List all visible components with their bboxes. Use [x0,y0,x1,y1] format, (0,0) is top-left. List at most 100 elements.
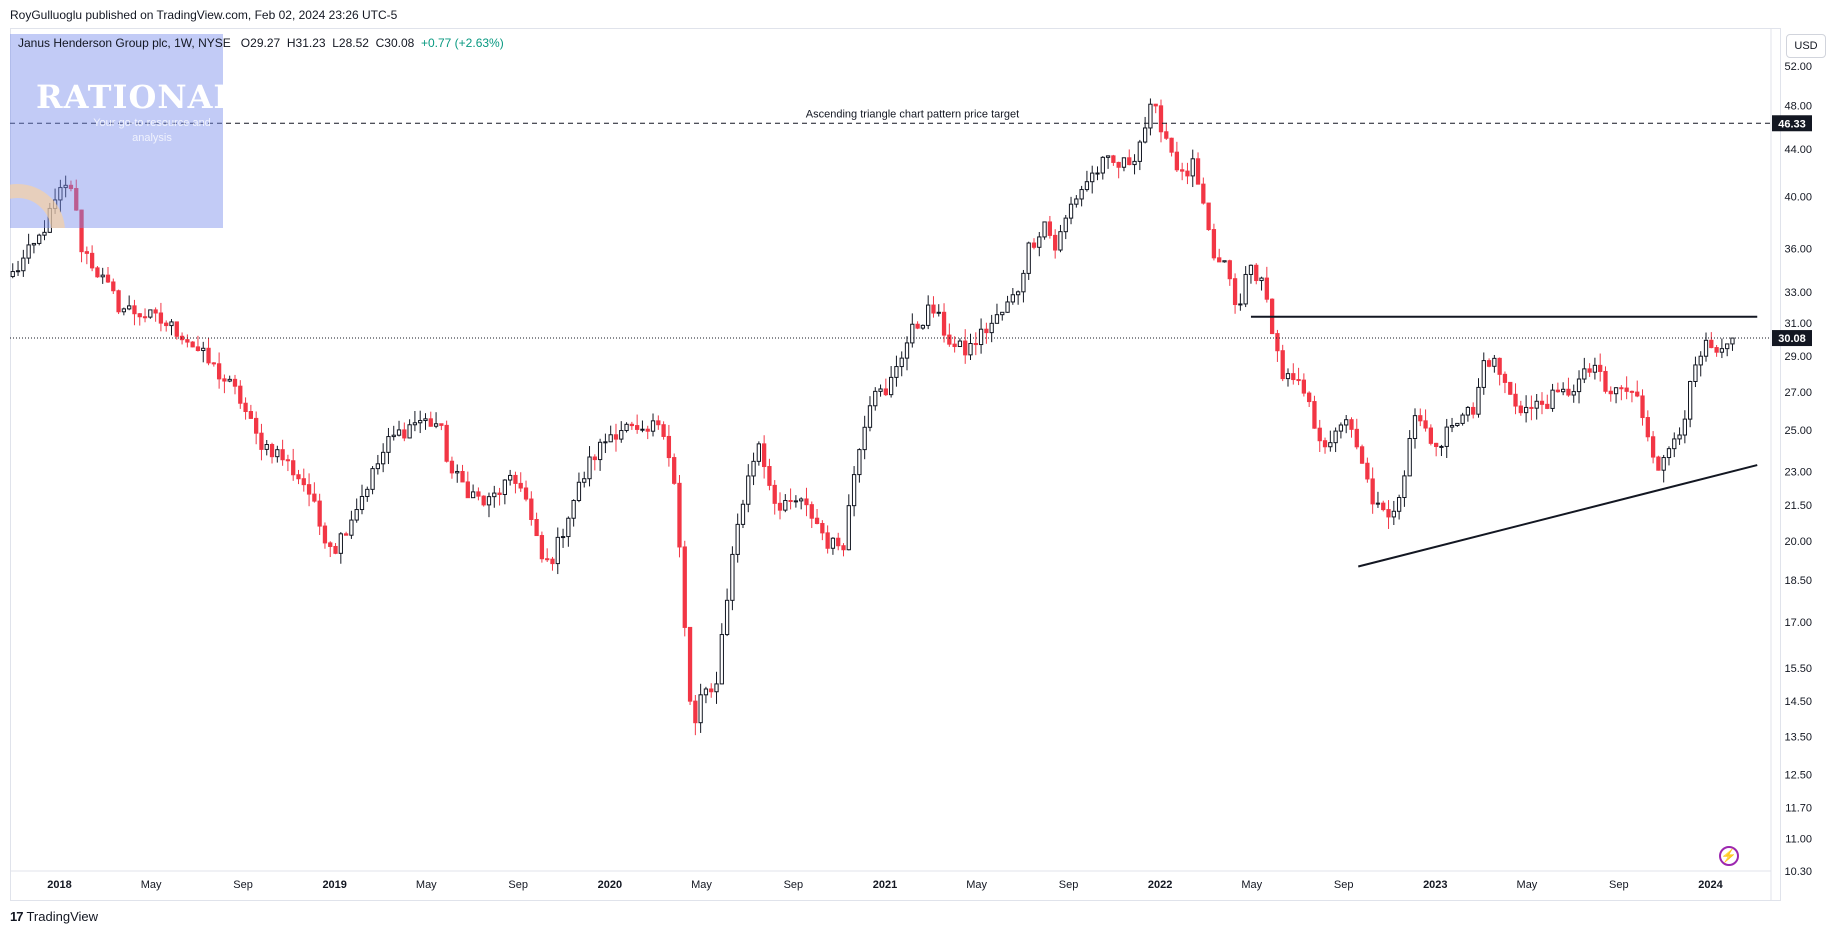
candle-up [846,505,851,551]
candle-down [74,188,79,211]
candle-up [894,366,899,378]
candle-down [656,420,661,426]
candle-down [767,466,772,486]
y-tick-label: 15.50 [1784,663,1812,675]
candle-up [418,420,423,424]
candle-down [222,378,227,382]
y-tick-label: 10.30 [1784,866,1812,878]
candle-down [1502,373,1508,383]
candle-up [698,694,703,724]
candle-down [1317,427,1322,442]
candle-down [1291,373,1296,381]
candle-up [1523,406,1529,414]
candle-up [1693,364,1698,382]
x-tick-label: Sep [1609,879,1629,891]
candle-up [751,460,756,477]
tradingview-footer[interactable]: 17 TradingView [10,909,98,924]
candle-up [878,388,883,392]
currency-button[interactable]: USD [1786,34,1826,58]
candle-down [1174,151,1180,171]
candle-up [1338,424,1344,432]
candle-down [248,411,254,419]
candle-down [592,456,597,461]
candle-down [682,546,687,628]
candle-up [1561,388,1566,393]
candle-down [1127,157,1132,166]
candle-up [1328,442,1333,448]
candle-down [317,500,322,527]
candle-down [465,481,470,499]
candle-down [1497,357,1502,375]
candle-up [1592,364,1598,373]
y-tick-label: 44.00 [1784,144,1812,156]
candle-up [1248,264,1254,275]
x-tick-label: May [141,879,162,891]
candle-up [555,536,560,565]
lightning-icon[interactable]: ⚡ [1719,846,1739,866]
candle-down [1650,436,1656,458]
open-value: 29.27 [250,36,281,50]
candle-down [269,444,275,458]
candle-up [1375,502,1381,505]
candle-down [84,251,89,254]
candle-down [116,290,121,313]
candle-down [709,688,714,693]
candle-up [1238,303,1243,306]
candle-down [216,363,222,380]
candle-down [306,484,312,495]
candle-up [1000,311,1005,316]
candle-up [719,634,724,685]
candle-up [978,328,984,346]
candle-up [502,479,507,496]
candle-down [1386,509,1391,518]
candle-down [1180,169,1185,172]
candle-up [1084,181,1090,191]
candle-down [481,495,486,506]
publisher-line: RoyGulluoglu published on TradingView.co… [10,8,398,22]
candle-up [746,475,751,505]
candle-up [1698,355,1703,366]
symbol-legend[interactable]: Janus Henderson Group plc, 1W, NYSE O29.… [18,36,504,50]
candle-up [470,491,476,499]
low-label: L [332,36,339,50]
candle-up [1222,260,1227,263]
candle-down [190,341,195,348]
candle-down [677,482,682,548]
y-tick-label: 29.00 [1784,351,1812,363]
candle-up [1005,301,1010,313]
candle-down [1714,347,1719,353]
candle-up [1703,339,1709,357]
candle-up [1105,155,1111,158]
candle-up [121,308,127,313]
chart-frame[interactable] [10,28,1781,901]
candle-down [931,304,936,314]
candle-down [1434,442,1439,448]
candle-down [761,443,767,468]
candle-up [714,683,719,693]
candle-down [963,340,968,356]
candle-down [142,316,148,319]
candle-up [1402,475,1407,499]
candle-down [1529,406,1534,409]
candle-up [1439,445,1444,448]
candle-down [460,471,465,483]
x-tick-label: 2019 [322,879,346,891]
x-tick-label: 2024 [1698,879,1723,891]
candle-up [423,418,428,422]
candle-down [206,347,211,364]
candle-down [158,312,164,324]
y-tick-label: 48.00 [1784,101,1812,113]
candle-up [1719,348,1725,353]
candle-down [1307,392,1312,403]
candle-down [428,418,433,427]
candle-up [26,244,31,259]
candle-down [915,323,920,329]
candle-down [534,518,539,537]
candle-down [402,429,407,439]
candle-up [1391,510,1396,518]
close-label: C [375,36,385,50]
candle-down [153,309,158,314]
tv-logo-icon: 17 [10,909,24,924]
candle-up [1058,231,1063,251]
